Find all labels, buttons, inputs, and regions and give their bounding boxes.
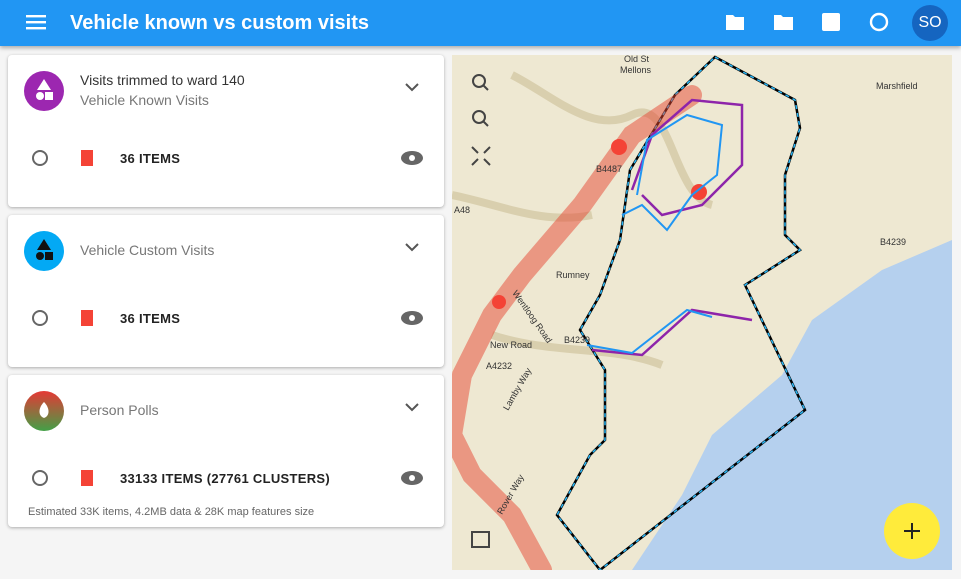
app-title: Vehicle known vs custom visits — [70, 12, 370, 34]
map-label: New Road — [490, 340, 532, 350]
map-label: B4239 — [564, 335, 590, 345]
avatar[interactable]: SO — [912, 5, 948, 41]
map-label: B4239 — [880, 237, 906, 247]
map-label: Marshfield — [876, 81, 918, 91]
layer-icon — [24, 231, 64, 271]
map-label: Old St — [624, 55, 650, 64]
map-label: A48 — [454, 205, 470, 215]
layer-subtitle: Vehicle Known Visits — [80, 92, 209, 108]
map-canvas[interactable]: Old St Mellons Marshfield Rumney New Roa… — [452, 55, 952, 570]
map-label: A4232 — [486, 361, 512, 371]
layer-count: 33133 ITEMS (27761 CLUSTERS) — [120, 471, 330, 486]
layer-title: Visits trimmed to ward 140 — [80, 72, 245, 88]
toolbar-icons[interactable] — [726, 12, 889, 32]
layer-subtitle: Person Polls — [80, 402, 159, 418]
layer-icon — [24, 391, 64, 431]
map-label: Rumney — [556, 270, 590, 280]
map-controls[interactable] — [471, 74, 491, 548]
layer-count: 36 ITEMS — [120, 311, 181, 326]
map[interactable]: Old St Mellons Marshfield Rumney New Roa… — [452, 55, 952, 570]
layer-card: Visits trimmed to ward 140 Vehicle Known… — [8, 55, 444, 207]
header-icons — [26, 12, 889, 32]
layer-icon — [24, 71, 64, 111]
layer-count: 36 ITEMS — [120, 151, 181, 166]
layer-card: Vehicle Custom Visits 36 ITEMS — [8, 215, 444, 367]
layer-subtitle: Vehicle Custom Visits — [80, 242, 215, 258]
layer-card: Person Polls 33133 ITEMS (27761 CLUSTERS… — [8, 375, 444, 527]
app-bar: Vehicle known vs custom visits SO — [0, 0, 961, 46]
map-label: Mellons — [620, 65, 652, 75]
map-label: B4487 — [596, 164, 622, 174]
layer-note: Estimated 33K items, 4.2MB data & 28K ma… — [28, 506, 315, 518]
